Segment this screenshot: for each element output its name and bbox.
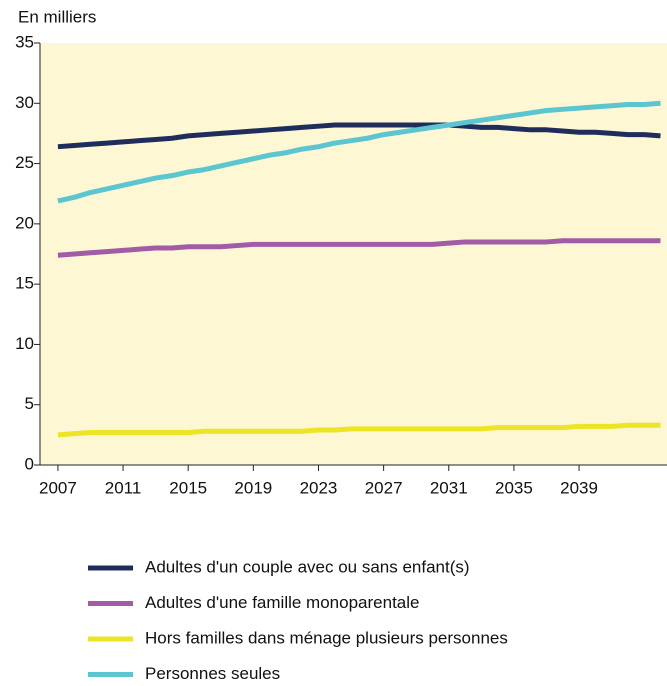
series-line — [57, 422, 661, 438]
legend-label: Personnes seules — [145, 664, 280, 683]
x-tick-label: 2007 — [39, 478, 77, 497]
series-line — [57, 100, 661, 204]
y-tick-label: 5 — [25, 394, 34, 413]
plot-background — [40, 43, 667, 465]
legend-label: Adultes d'un couple avec ou sans enfant(… — [145, 557, 470, 576]
legend-label: Adultes d'une famille monoparentale — [145, 593, 419, 612]
series-line — [57, 122, 661, 150]
x-tick-label: 2011 — [105, 478, 142, 497]
y-tick-label: 10 — [15, 334, 34, 353]
series-line — [57, 238, 661, 258]
y-tick-label: 30 — [15, 93, 34, 112]
x-tick-label: 2035 — [495, 478, 533, 497]
y-tick-label: 0 — [25, 454, 34, 473]
y-tick-label: 35 — [15, 32, 34, 51]
x-tick-label: 2023 — [300, 478, 338, 497]
x-tick-label: 2031 — [430, 478, 468, 497]
legend-label: Hors familles dans ménage plusieurs pers… — [145, 628, 508, 647]
y-tick-label: 20 — [15, 213, 34, 232]
y-tick-label: 15 — [15, 274, 34, 293]
x-tick-label: 2019 — [234, 478, 272, 497]
x-tick-label: 2015 — [169, 478, 207, 497]
x-tick-label: 2039 — [560, 478, 598, 497]
y-tick-label: 25 — [15, 153, 34, 172]
y-axis-label: En milliers — [18, 7, 96, 26]
x-tick-label: 2027 — [365, 478, 403, 497]
